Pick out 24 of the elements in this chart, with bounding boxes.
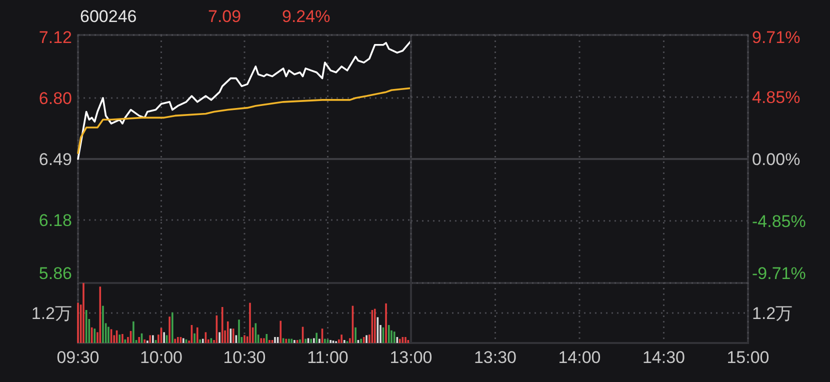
y-tick-label: 6.49 bbox=[38, 150, 72, 169]
chart-title: 600246 bbox=[80, 7, 137, 26]
x-tick-label: 13:00 bbox=[390, 348, 432, 367]
x-tick-label: 14:30 bbox=[642, 348, 686, 367]
x-tick-label: 11:00 bbox=[307, 348, 348, 367]
y-tick-label: 5.86 bbox=[38, 264, 72, 283]
x-tick-label: 09:30 bbox=[56, 348, 100, 367]
text: 1.2万 bbox=[31, 304, 72, 323]
y-tick-label: 7.12 bbox=[38, 28, 72, 47]
y2-tick-label: 4.85% bbox=[752, 88, 800, 108]
x-tick-label: 13:30 bbox=[474, 348, 517, 367]
y-tick-label: 6.80 bbox=[38, 88, 72, 108]
x-tick-label: 10:30 bbox=[223, 348, 266, 367]
x-tick-label: 10:00 bbox=[140, 348, 183, 367]
x-tick-label: 15:00 bbox=[726, 348, 770, 367]
y2-tick-label: -9.71% bbox=[752, 264, 806, 283]
y2-tick-label: 9.71% bbox=[752, 28, 800, 47]
text: 9.24% bbox=[282, 7, 330, 26]
x-tick-label: 14:00 bbox=[558, 348, 601, 367]
ref-line-label: 1.2万 bbox=[752, 304, 793, 323]
y2-tick-label: 0.00% bbox=[752, 150, 800, 169]
y-tick-label: 6.18 bbox=[38, 211, 72, 230]
y2-tick-label: -4.85% bbox=[752, 212, 806, 231]
text: 7.09 bbox=[208, 7, 242, 26]
